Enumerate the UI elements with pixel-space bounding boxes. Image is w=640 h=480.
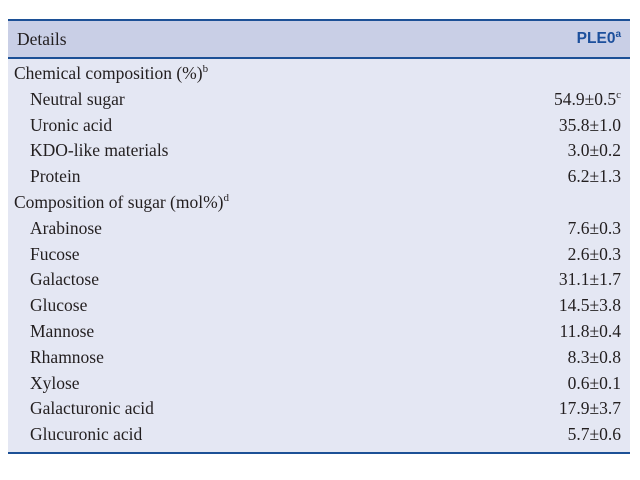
row-label: Galactose	[30, 269, 99, 290]
row-value: 17.9±3.7	[558, 398, 621, 419]
section-title: Chemical composition (%)b	[14, 63, 209, 83]
row-value: 54.9±0.5c	[554, 88, 621, 109]
table-bottom-rule	[8, 451, 630, 454]
value-footnote-marker: c	[616, 88, 621, 101]
row-label: Galacturonic acid	[30, 398, 154, 419]
composition-table: Details PLE0a Chemical composition (%)b …	[8, 19, 630, 454]
row-label: Fucose	[30, 243, 80, 264]
table-top-rule	[8, 19, 630, 21]
table-row: Arabinose 7.6±0.3	[8, 216, 630, 242]
row-label: Uronic acid	[30, 114, 113, 135]
section-title: Composition of sugar (mol%)d	[14, 191, 230, 212]
table-row: Xylose 0.6±0.1	[8, 371, 630, 397]
row-label: Mannose	[30, 320, 95, 341]
row-label: Glucuronic acid	[30, 424, 143, 445]
section-footnote-marker: b	[202, 63, 209, 76]
ple0-column-header: PLE0a	[576, 28, 621, 47]
row-value: 3.0±0.2	[567, 140, 621, 161]
table-row: Rhamnose 8.3±0.8	[8, 345, 630, 371]
table-row: Glucose 14.5±3.8	[8, 293, 630, 319]
table-body: Chemical composition (%)b Neutral sugar …	[8, 59, 630, 452]
section-header-chemical-composition: Chemical composition (%)b	[8, 61, 630, 87]
table-header-row: Details PLE0a	[8, 21, 630, 57]
row-label: Rhamnose	[30, 346, 104, 367]
ple0-footnote-marker: a	[615, 28, 621, 40]
row-label: Arabinose	[30, 217, 102, 238]
row-label: KDO-like materials	[30, 140, 169, 161]
table-row: Galacturonic acid 17.9±3.7	[8, 396, 630, 422]
table-row: Protein 6.2±1.3	[8, 164, 630, 190]
table-row: Glucuronic acid 5.7±0.6	[8, 422, 630, 448]
row-label: Xylose	[30, 372, 80, 393]
row-label: Glucose	[30, 295, 88, 316]
section-header-sugar-composition: Composition of sugar (mol%)d	[8, 190, 630, 216]
row-value: 6.2±1.3	[567, 166, 621, 187]
section-footnote-marker: d	[223, 192, 230, 205]
table-row: Mannose 11.8±0.4	[8, 319, 630, 345]
row-value: 8.3±0.8	[567, 346, 621, 367]
row-value: 11.8±0.4	[559, 320, 621, 341]
table-row: Neutral sugar 54.9±0.5c	[8, 87, 630, 113]
table-row: Fucose 2.6±0.3	[8, 242, 630, 268]
header-divider-rule	[8, 57, 630, 59]
row-value: 14.5±3.8	[558, 295, 621, 316]
row-label: Neutral sugar	[30, 88, 125, 109]
row-value: 35.8±1.0	[558, 114, 621, 135]
row-value: 31.1±1.7	[558, 269, 621, 290]
details-column-header: Details	[17, 28, 67, 49]
row-value: 7.6±0.3	[567, 217, 621, 238]
table-row: Uronic acid 35.8±1.0	[8, 113, 630, 139]
row-value: 2.6±0.3	[567, 243, 621, 264]
row-label: Protein	[30, 166, 81, 187]
row-value: 5.7±0.6	[567, 424, 621, 445]
table-row: Galactose 31.1±1.7	[8, 267, 630, 293]
table-row: KDO-like materials 3.0±0.2	[8, 138, 630, 164]
row-value: 0.6±0.1	[567, 372, 621, 393]
